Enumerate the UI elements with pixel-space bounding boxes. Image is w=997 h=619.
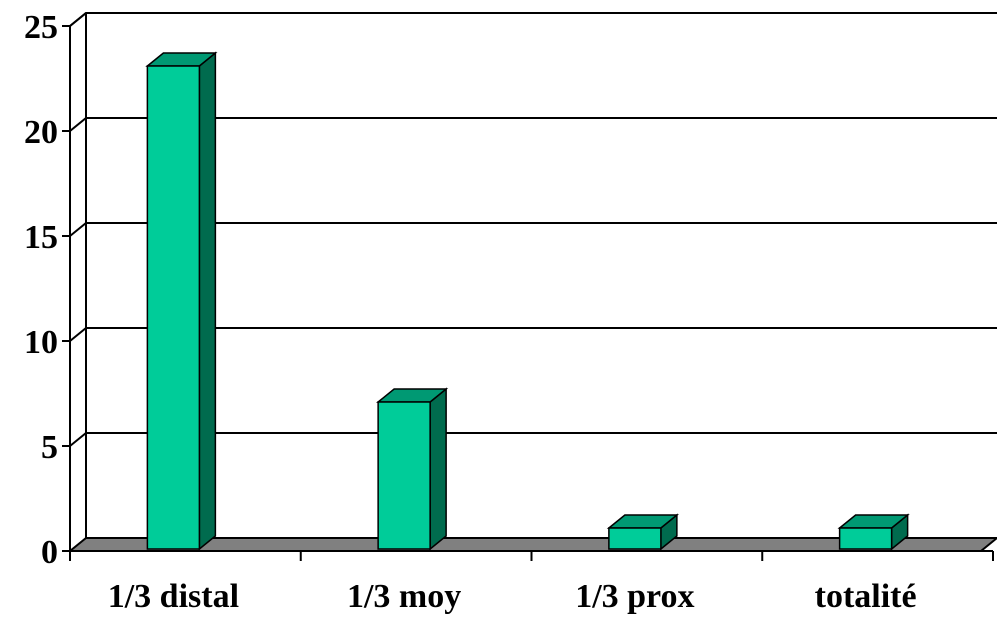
gridline — [69, 327, 997, 342]
y-tick-label: 10 — [24, 324, 58, 361]
gridline — [69, 222, 997, 237]
x-tick-label: 1/3 distal — [108, 578, 239, 615]
bar-front — [608, 527, 662, 550]
bar — [145, 51, 218, 551]
bar — [837, 513, 910, 551]
gridline — [69, 117, 997, 132]
y-tick-label: 20 — [24, 114, 58, 151]
y-tick-label: 15 — [24, 219, 58, 256]
y-axis-ticks: 0 5 10 15 20 25 — [24, 9, 58, 571]
bar — [376, 387, 449, 551]
gridline — [69, 12, 997, 27]
x-tick-label: totalité — [815, 578, 917, 615]
gridline — [69, 432, 997, 447]
y-tick-label: 25 — [24, 9, 58, 46]
y-tick-label: 0 — [41, 534, 58, 571]
bar-front — [146, 65, 201, 550]
back-wall-top-edge — [69, 12, 997, 27]
y-tick-label: 5 — [41, 429, 58, 466]
bars — [145, 51, 910, 551]
bar-front — [377, 401, 431, 550]
bar-front — [838, 527, 893, 550]
axes — [62, 25, 994, 561]
x-tick-label: 1/3 prox — [575, 578, 694, 615]
bar-side — [429, 387, 447, 551]
x-tick-label: 1/3 moy — [347, 578, 461, 615]
x-axis-ticks: 1/3 distal 1/3 moy 1/3 prox totalité — [108, 578, 917, 615]
bar-side — [198, 51, 217, 551]
gridlines — [69, 12, 997, 447]
bar — [606, 513, 679, 551]
